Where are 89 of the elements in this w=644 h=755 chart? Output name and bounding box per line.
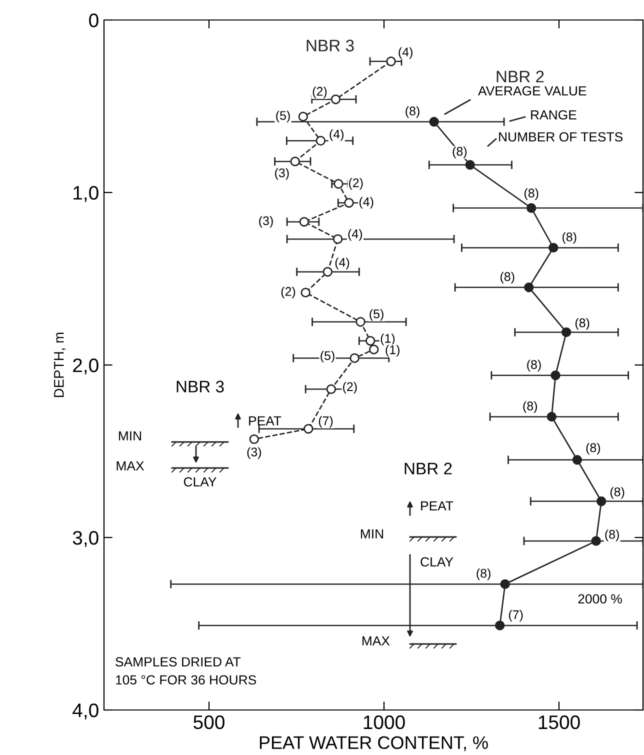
point — [465, 160, 475, 170]
point — [330, 94, 341, 104]
annotation: (8) — [523, 401, 537, 413]
annotation: MIN — [360, 529, 384, 538]
y-tick-label: 0 — [89, 13, 98, 28]
annotation: (2) — [281, 286, 296, 298]
annotation: (4) — [398, 47, 412, 59]
point — [300, 288, 310, 298]
y-tick-label: 1,0 — [74, 186, 98, 202]
point — [304, 424, 314, 434]
annotation: PEAT — [421, 501, 454, 510]
annotation: (5) — [320, 350, 334, 363]
point — [344, 198, 354, 208]
point — [548, 242, 558, 253]
annotation: (1) — [386, 345, 400, 357]
text: NBR 2 — [496, 70, 544, 82]
point — [322, 266, 333, 277]
point — [524, 282, 534, 292]
annotation: NUMBER OF TESTS — [499, 132, 623, 142]
annotation: (4) — [335, 258, 350, 270]
annotation: (4) — [360, 197, 374, 209]
annotation: (8) — [406, 106, 420, 118]
point — [334, 179, 344, 189]
point — [326, 384, 336, 394]
annotation: (2) — [312, 86, 327, 98]
point — [429, 116, 439, 127]
series-label: NBR 3 — [306, 40, 354, 52]
point — [316, 136, 326, 146]
annotation: (2) — [349, 178, 363, 190]
annotation: MAX — [116, 461, 144, 470]
annotation: SAMPLES DRIED AT 105 °C FOR 36 HOURS — [116, 657, 256, 685]
annotation: (7) — [318, 416, 333, 428]
annotation: (3) — [247, 447, 262, 459]
x-tick-label: 500 — [194, 715, 224, 730]
point — [500, 579, 510, 589]
annotation: (8) — [524, 188, 538, 200]
annotation: (8) — [586, 442, 600, 455]
point — [526, 203, 536, 213]
annotation: CLAY — [184, 477, 216, 487]
annotation: (5) — [276, 110, 290, 122]
annotation: CLAY — [420, 557, 454, 567]
annotation: NBR 3 — [176, 380, 224, 392]
annotation: (3) — [275, 168, 289, 180]
annotation: (8) — [575, 318, 590, 330]
point — [550, 370, 560, 380]
x-tick-label: 1500 — [538, 715, 580, 730]
point — [572, 455, 582, 465]
point — [332, 234, 343, 244]
point — [386, 56, 396, 66]
y-tick-label: 2,0 — [73, 358, 98, 375]
point — [494, 620, 505, 630]
annotation: (8) — [562, 232, 576, 244]
annotation: (4) — [348, 229, 362, 241]
annotation: (3) — [259, 216, 273, 228]
point — [368, 344, 379, 354]
annotation: RANGE — [531, 110, 576, 120]
point — [249, 434, 260, 444]
y-tick-label: 3,0 — [72, 530, 98, 548]
annotation: (8) — [605, 530, 619, 542]
x-axis-title: PEAT WATER CONTENT, % — [260, 736, 488, 752]
point — [591, 536, 601, 546]
point — [356, 317, 366, 327]
y-tick-label: 4,0 — [72, 703, 98, 720]
point — [596, 496, 606, 506]
point — [290, 156, 300, 166]
point — [365, 336, 376, 346]
annotation: AVERAGE VALUE — [478, 86, 586, 96]
annotation: (5) — [370, 309, 384, 321]
annotation: (8) — [610, 487, 624, 499]
point — [298, 112, 308, 122]
annotation: (8) — [452, 146, 467, 158]
annotation: PEAT — [249, 416, 282, 426]
annotation: (2) — [343, 382, 357, 394]
annotation: NBR 2 — [404, 462, 452, 474]
point — [350, 353, 360, 363]
point — [546, 412, 557, 422]
annotation: (1) — [380, 334, 395, 346]
x-tick-label: 1000 — [364, 715, 405, 730]
annotation: (7) — [508, 610, 523, 622]
point — [299, 216, 310, 227]
annotation: (4) — [330, 129, 344, 142]
annotation: (8) — [476, 568, 490, 580]
annotation: (8) — [500, 272, 514, 284]
annotation: MIN — [118, 431, 142, 440]
point — [561, 327, 572, 338]
y-axis-title: DEPTH, m — [54, 332, 66, 398]
annotation: MAX — [362, 636, 390, 646]
annotation: (8) — [527, 360, 541, 372]
annotation: 2000 % — [578, 594, 622, 604]
